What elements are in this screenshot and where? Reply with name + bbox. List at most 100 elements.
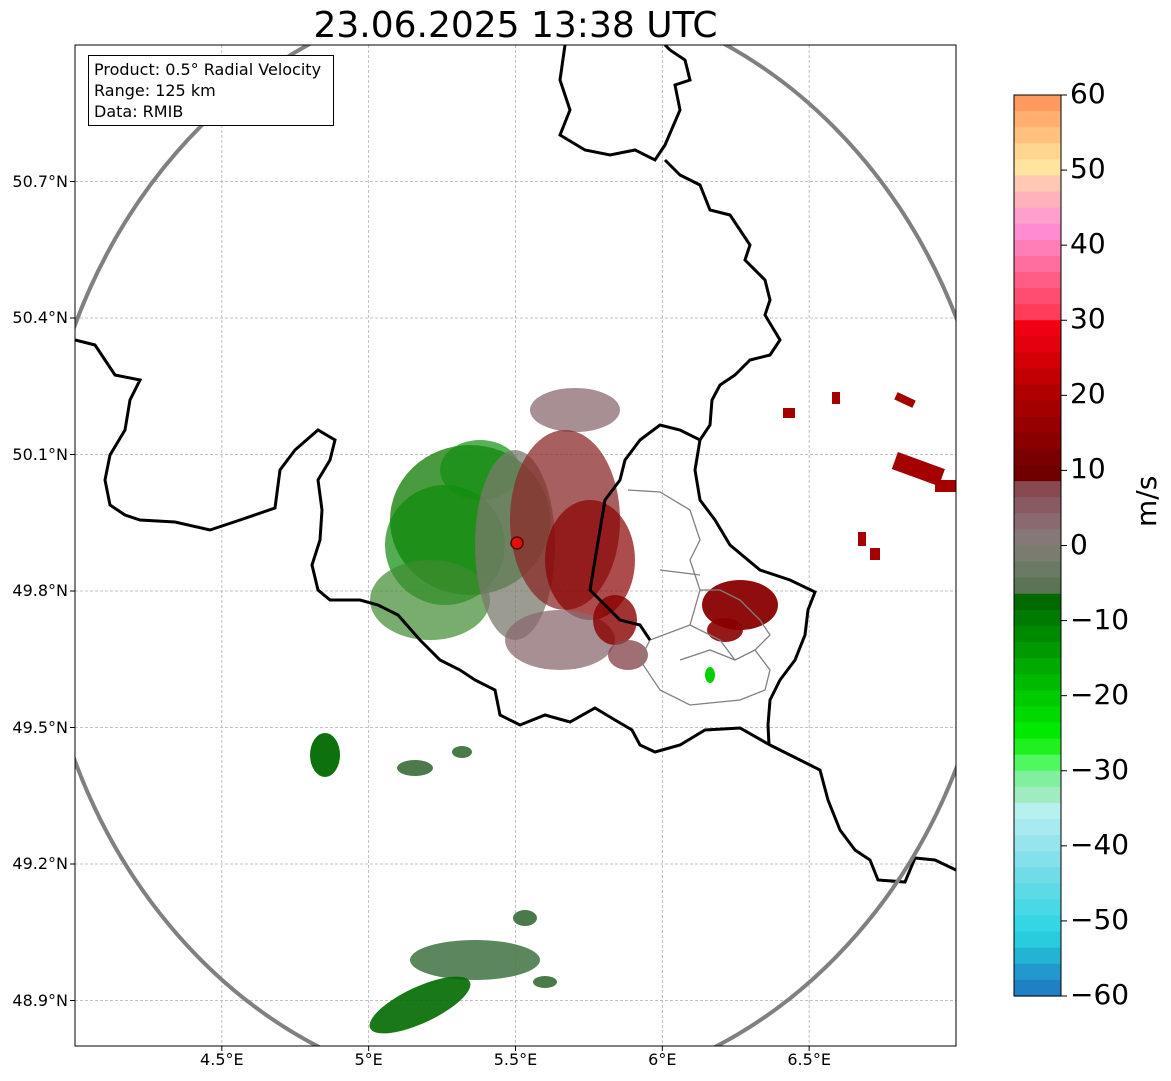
colorbar-segment — [1014, 802, 1061, 820]
x-tick-label: 5°E — [354, 1050, 383, 1069]
colorbar-segment — [1014, 400, 1061, 418]
colorbar-segment — [1014, 690, 1061, 707]
x-tick-marks — [221, 1046, 810, 1051]
colorbar-segment — [1014, 593, 1061, 611]
colorbar-tick-label: −60 — [1070, 978, 1130, 1011]
colorbar-segment — [1014, 207, 1061, 225]
colorbar-segment — [1014, 368, 1061, 386]
colorbar-segment — [1014, 899, 1061, 917]
colorbar-tick-label: −30 — [1070, 752, 1130, 786]
colorbar-segment — [1014, 255, 1061, 273]
colorbar-tick-label: 50 — [1070, 152, 1106, 186]
x-tick-label: 6°E — [648, 1050, 677, 1069]
echo-green-far-south-3 — [513, 910, 537, 926]
colorbar-segment — [1014, 754, 1061, 772]
colorbar-tick-label: 20 — [1070, 377, 1106, 411]
colorbar-segment — [1014, 915, 1061, 933]
echo-red-east-7 — [783, 408, 795, 418]
colorbar-segment — [1014, 625, 1061, 643]
border-france-belgium-lux — [75, 338, 956, 884]
echo-red-southeast — [593, 595, 637, 645]
colorbar-tick-marks — [1061, 94, 1067, 997]
colorbar-tick-label: 0 — [1070, 527, 1088, 561]
colorbar-segment — [1014, 191, 1061, 209]
echo-red-luxembourg-2 — [707, 618, 743, 642]
echo-red-east-5 — [858, 532, 866, 546]
y-tick-label: 49.5°N — [12, 717, 68, 737]
colorbar-segment — [1014, 642, 1061, 659]
colorbar-segment — [1014, 465, 1061, 482]
colorbar-tick-label: 60 — [1070, 77, 1106, 110]
colorbar-segment — [1014, 175, 1061, 193]
colorbar-tick-label: −10 — [1070, 602, 1130, 636]
colorbar-segment — [1014, 352, 1061, 370]
colorbar-segment — [1014, 674, 1061, 691]
y-tick-label: 49.2°N — [12, 854, 68, 873]
x-tick-label: 5.5°E — [493, 1050, 538, 1069]
colorbar-segment — [1014, 658, 1061, 675]
radar-site-marker[interactable] — [510, 536, 524, 550]
echo-red-east — [891, 452, 945, 487]
radar-echoes — [310, 388, 956, 1034]
y-tick-label: 48.9°N — [12, 990, 68, 1010]
colorbar-segment — [1014, 159, 1061, 177]
colorbar-segment — [1014, 384, 1061, 402]
echo-green-southwest — [310, 733, 340, 777]
colorbar-tick-label: −20 — [1070, 677, 1130, 711]
border-lux-germany — [693, 439, 817, 746]
colorbar-tick-label: −40 — [1070, 827, 1130, 861]
borders — [75, 45, 956, 884]
colorbar-tick-label: 30 — [1070, 302, 1106, 336]
range-label: Range: 125 km — [94, 81, 216, 100]
colorbar-segment — [1014, 819, 1061, 836]
x-tick-label: 6.5°E — [787, 1050, 831, 1069]
colorbar-segment — [1014, 320, 1061, 337]
colorbar-segment — [1014, 979, 1061, 997]
x-tick-label: 4.5°E — [200, 1050, 244, 1069]
y-tick-label: 50.1°N — [12, 444, 68, 464]
colorbar-segment — [1014, 706, 1061, 724]
colorbar-tick-label: 10 — [1070, 452, 1106, 486]
colorbar-unit-label: m/s — [1130, 475, 1163, 527]
echo-green-south-5 — [452, 746, 472, 758]
colorbar-segment — [1014, 143, 1061, 160]
data-source-label: Data: RMIB — [94, 102, 184, 121]
colorbar-segment — [1014, 770, 1061, 788]
colorbar-segment — [1014, 432, 1061, 450]
colorbar-segment — [1014, 127, 1061, 144]
y-tick-label: 50.7°N — [12, 171, 68, 191]
y-tick-marks — [70, 181, 75, 1001]
colorbar-segment — [1014, 947, 1061, 965]
chart-title: 23.06.2025 13:38 UTC — [313, 5, 718, 46]
colorbar-segment — [1014, 738, 1061, 756]
echo-red-east-4 — [832, 392, 840, 404]
colorbar-segment — [1014, 513, 1061, 531]
colorbar-segment — [1014, 835, 1061, 852]
echo-red-luxembourg — [702, 580, 778, 630]
colorbar-segment — [1014, 867, 1061, 884]
y-tick-label: 49.8°N — [12, 581, 68, 600]
echo-red-cell — [608, 640, 648, 670]
product-info-box: Product: 0.5° Radial Velocity Range: 125… — [88, 55, 334, 126]
echo-green-south — [370, 560, 490, 640]
echo-red-core-2 — [545, 500, 635, 620]
colorbar-segment — [1014, 223, 1061, 241]
echo-green-far-south-2 — [369, 976, 471, 1034]
colorbar-segment — [1014, 883, 1061, 901]
echo-green-far-south-4 — [533, 976, 557, 988]
colorbar-tick-label: 40 — [1070, 227, 1106, 261]
echo-green-southwest-2 — [397, 760, 433, 776]
colorbar-segment — [1014, 963, 1061, 981]
colorbar-segment — [1014, 95, 1061, 112]
colorbar-segment — [1014, 416, 1061, 434]
colorbar — [1013, 94, 1067, 997]
colorbar-segment — [1014, 609, 1061, 627]
echo-zero-north — [530, 388, 620, 432]
colorbar-segment — [1014, 529, 1061, 547]
echo-mixed-south — [505, 610, 615, 670]
colorbar-segment — [1014, 481, 1061, 498]
y-tick-label: 50.4°N — [12, 308, 68, 327]
colorbar-segment — [1014, 111, 1061, 128]
border-belgium-germany — [558, 45, 782, 641]
